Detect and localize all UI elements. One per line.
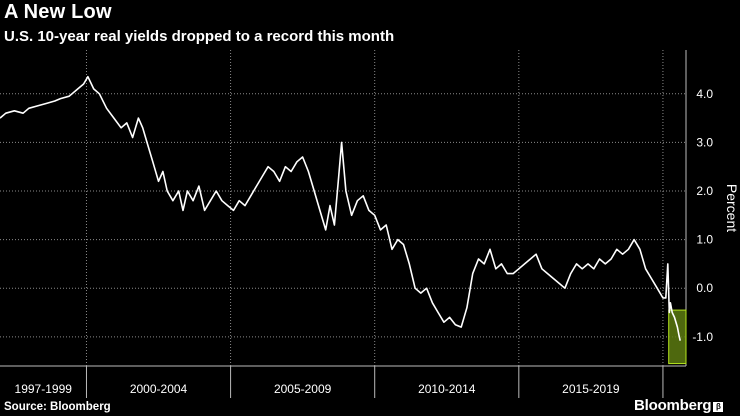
record-low-highlight <box>668 309 687 365</box>
source-note: Source: Bloomberg <box>4 401 111 413</box>
chart-title: A New Low <box>4 1 112 23</box>
x-period-label: 2005-2009 <box>274 382 332 396</box>
x-period-label: 2015-2019 <box>562 382 620 396</box>
y-tick-label: 4.0 <box>696 87 713 101</box>
x-period-label: 1997-1999 <box>15 382 73 396</box>
y-tick-label: 2.0 <box>696 184 713 198</box>
x-period-label: 2000-2004 <box>130 382 188 396</box>
bloomberg-logo: Bloomberg β <box>634 397 724 414</box>
y-tick-label: 3.0 <box>696 135 713 149</box>
series-line-real-yield <box>0 75 681 341</box>
brand-mark-icon: β <box>713 402 724 412</box>
y-tick-label: -1.0 <box>692 330 713 344</box>
x-period-label: 2010-2014 <box>418 382 476 396</box>
y-axis-label: Percent <box>724 184 740 232</box>
chart-subtitle: U.S. 10-year real yields dropped to a re… <box>4 28 395 45</box>
y-tick-label: 0.0 <box>696 281 713 295</box>
brand-label: Bloomberg <box>634 397 712 414</box>
y-tick-label: 1.0 <box>696 233 713 247</box>
